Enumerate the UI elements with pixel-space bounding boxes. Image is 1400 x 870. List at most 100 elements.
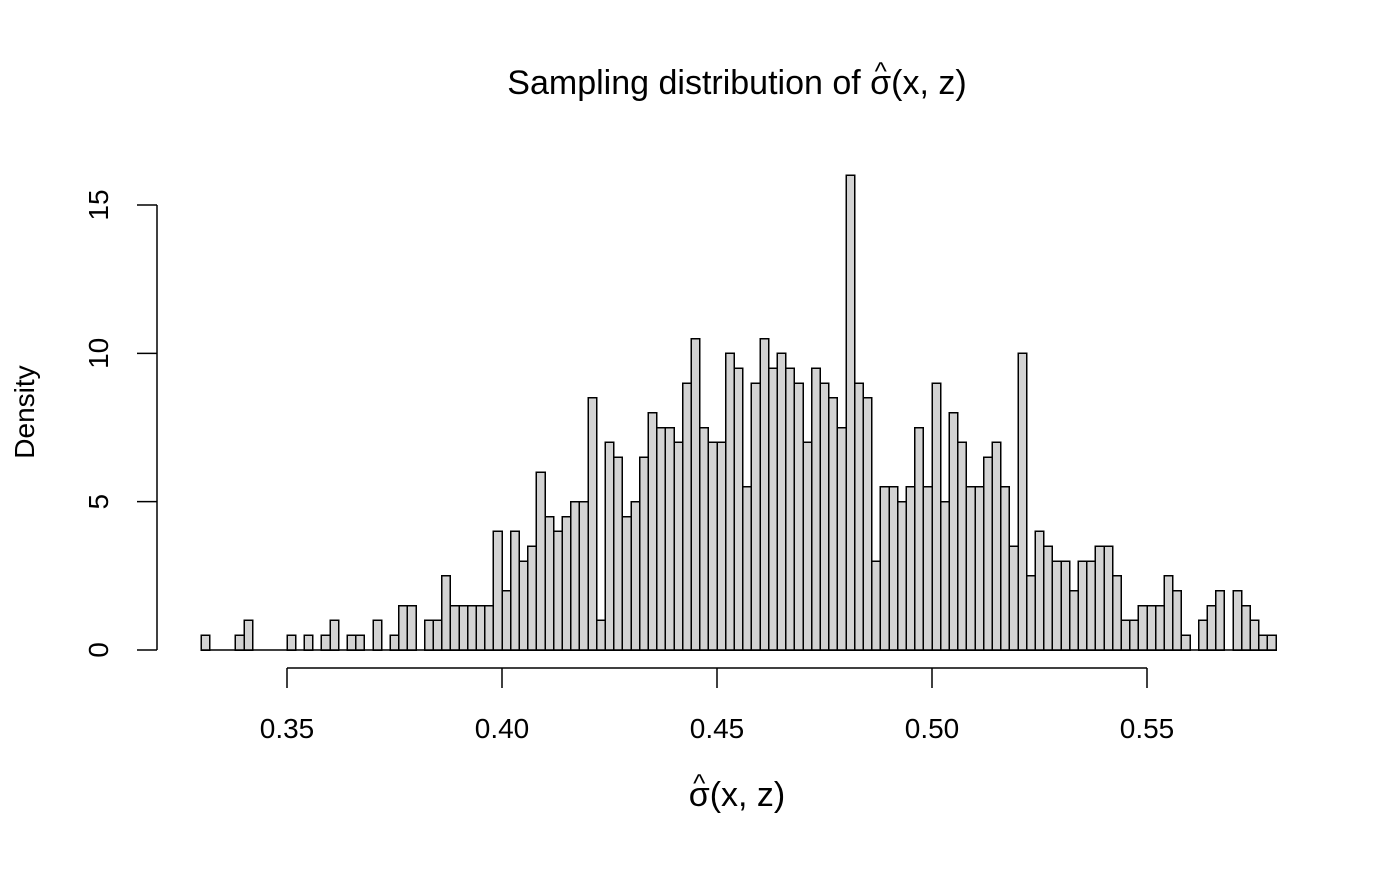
histogram-bar	[621, 515, 632, 651]
histogram-bar	[320, 634, 331, 651]
histogram-bar	[1172, 589, 1183, 651]
histogram-bar	[759, 337, 770, 651]
histogram-bar	[914, 426, 925, 651]
histogram-bar	[630, 500, 641, 651]
histogram-bar	[750, 382, 761, 651]
histogram-bar	[888, 486, 899, 651]
histogram-bar	[398, 604, 409, 651]
histogram-bar	[372, 619, 383, 651]
histogram-bar	[982, 456, 993, 651]
histogram-bar	[1197, 619, 1208, 651]
histogram-bar	[475, 604, 486, 651]
histogram-bar	[389, 634, 400, 651]
chart-title-text: Sampling distribution of σ(x, z)	[507, 64, 966, 102]
histogram-bar	[527, 545, 538, 651]
x-tick-label: 0.35	[260, 713, 315, 744]
histogram-bar	[793, 382, 804, 651]
histogram-bar	[1215, 589, 1226, 651]
histogram-bar	[828, 397, 839, 651]
histogram-bar	[1043, 545, 1054, 651]
histogram-bar	[673, 441, 684, 651]
histogram-bar	[871, 560, 882, 651]
histogram-bar	[1051, 560, 1062, 651]
histogram-bar	[441, 575, 452, 651]
histogram-bar	[1025, 575, 1036, 651]
histogram-bar	[905, 486, 916, 651]
histogram-bar	[561, 515, 572, 651]
histogram-bar	[974, 486, 985, 651]
histogram-bar	[329, 619, 340, 651]
histogram-bar	[595, 619, 606, 651]
histogram-bar	[957, 441, 968, 651]
y-tick-label: 15	[83, 189, 114, 220]
histogram-bar	[1240, 604, 1251, 651]
x-axis-label-suffix: (x, z)	[710, 776, 786, 814]
histogram-bar	[707, 441, 718, 651]
histogram-bar	[570, 500, 581, 651]
histogram-bar	[664, 426, 675, 651]
histogram-bar	[1232, 589, 1243, 651]
x-axis: 0.35 0.40 0.45 0.50 0.55	[260, 667, 1175, 744]
chart-title-sigma: σ	[870, 64, 891, 102]
histogram-bar	[965, 486, 976, 651]
histogram-bar	[862, 397, 873, 651]
histogram-bars	[200, 174, 1277, 651]
histogram-bar	[819, 382, 830, 651]
histogram-bar	[1103, 545, 1114, 651]
x-axis-label: σ(x, z)^	[689, 768, 786, 814]
histogram-bar	[1129, 619, 1140, 651]
y-tick-label: 10	[83, 338, 114, 369]
histogram-bar	[243, 619, 254, 651]
y-tick-label: 5	[83, 494, 114, 510]
histogram-bar	[423, 619, 434, 651]
y-axis: 0 5 10 15	[83, 189, 158, 658]
histogram-bar	[939, 500, 950, 651]
histogram-bar	[466, 604, 477, 651]
histogram-bar	[922, 486, 933, 651]
histogram-bar	[303, 634, 314, 651]
x-tick-label: 0.40	[475, 713, 530, 744]
histogram-bar	[518, 560, 529, 651]
histogram-bar	[699, 426, 710, 651]
histogram-bar	[716, 441, 727, 651]
histogram-bar	[836, 426, 847, 651]
histogram-bar	[810, 367, 821, 651]
histogram-bar	[931, 382, 942, 651]
histogram-bar	[1163, 575, 1174, 651]
histogram-bar	[724, 352, 735, 651]
chart-title-prefix: Sampling distribution of	[507, 64, 870, 102]
histogram-bar	[1000, 486, 1011, 651]
histogram-bar	[501, 589, 512, 651]
histogram-bar	[1137, 604, 1148, 651]
histogram-bar	[1206, 604, 1217, 651]
histogram-bar	[681, 382, 692, 651]
histogram-bar	[1120, 619, 1131, 651]
histogram-bar	[1017, 352, 1028, 651]
histogram-bar	[802, 441, 813, 651]
histogram-bar	[647, 411, 658, 651]
histogram-bar	[776, 352, 787, 651]
x-tick-label: 0.50	[905, 713, 960, 744]
histogram-bar	[1146, 604, 1157, 651]
chart-title-hat: ^	[875, 56, 888, 86]
histogram-bar	[1249, 619, 1260, 651]
histogram-bar	[1180, 634, 1191, 651]
histogram-bar	[733, 367, 744, 651]
histogram-bar	[1086, 560, 1097, 651]
histogram-bar	[638, 456, 649, 651]
histogram-bar	[1008, 545, 1019, 651]
histogram-bar	[613, 456, 624, 651]
x-axis-label-text: σ(x, z)	[689, 776, 786, 814]
histogram-bar	[1060, 560, 1071, 651]
x-tick-label: 0.55	[1120, 713, 1175, 744]
histogram-bar	[458, 604, 469, 651]
histogram-bar	[1266, 634, 1277, 651]
histogram-bar	[484, 604, 495, 651]
histogram-bar	[406, 604, 417, 651]
histogram-bar	[492, 530, 503, 651]
histogram-bar	[845, 174, 856, 651]
histogram-bar	[853, 382, 864, 651]
histogram-bar	[604, 441, 615, 651]
